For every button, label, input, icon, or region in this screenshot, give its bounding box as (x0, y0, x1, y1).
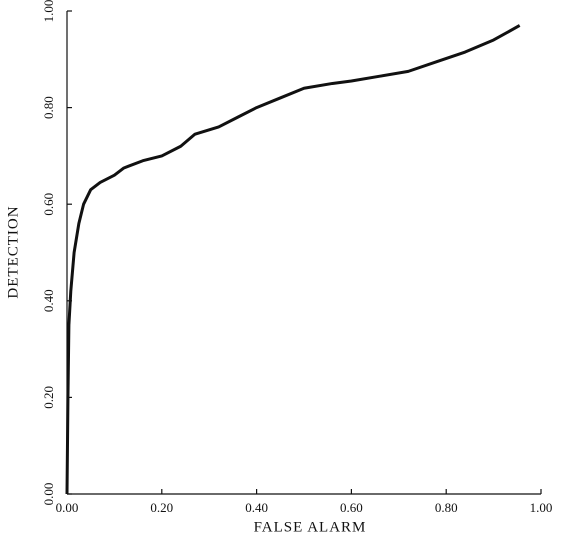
curve (65, 24, 521, 495)
x-axis-title: FALSE ALARM (254, 519, 367, 535)
y-tick-label: 0.00 (41, 483, 56, 506)
x-tick-label: 1.00 (530, 500, 553, 515)
y-tick-label: 0.40 (41, 289, 56, 312)
y-tick-label: 0.80 (41, 96, 56, 119)
y-tick-label: 1.00 (41, 0, 56, 22)
x-tick-label: 0.80 (435, 500, 458, 515)
y-tick-label: 0.60 (41, 193, 56, 216)
x-tick-label: 0.40 (245, 500, 268, 515)
x-tick-label: 0.20 (150, 500, 173, 515)
y-tick-label: 0.20 (41, 386, 56, 409)
y-axis-title: DETECTION (5, 205, 21, 298)
x-tick-label: 0.00 (56, 500, 79, 515)
x-tick-label: 0.60 (340, 500, 363, 515)
